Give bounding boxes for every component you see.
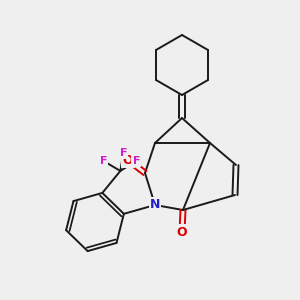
Text: F: F — [100, 156, 107, 166]
Text: F: F — [120, 148, 127, 158]
Text: N: N — [150, 199, 160, 212]
Text: F: F — [133, 156, 140, 166]
Text: O: O — [177, 226, 187, 238]
Text: O: O — [123, 154, 133, 166]
